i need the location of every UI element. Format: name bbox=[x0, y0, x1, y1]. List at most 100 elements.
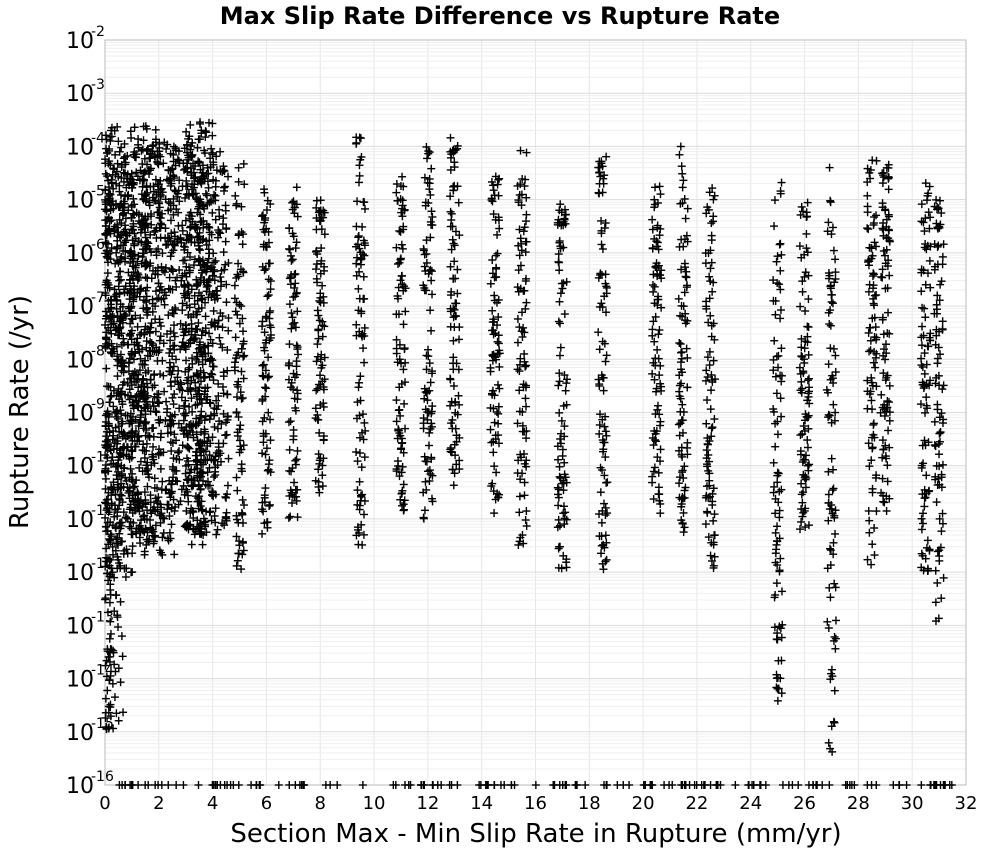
x-tick-label: 18 bbox=[578, 793, 601, 814]
data-point bbox=[562, 563, 571, 572]
data-point bbox=[601, 531, 610, 540]
data-point bbox=[654, 330, 663, 339]
data-point bbox=[494, 339, 503, 348]
data-point bbox=[823, 617, 832, 626]
data-point bbox=[935, 429, 944, 438]
data-point bbox=[514, 540, 523, 549]
data-point bbox=[114, 623, 123, 632]
data-point bbox=[677, 348, 686, 357]
data-point bbox=[222, 508, 231, 517]
data-point bbox=[237, 394, 246, 403]
data-point bbox=[825, 583, 834, 592]
data-point bbox=[770, 222, 779, 231]
data-point bbox=[685, 781, 694, 789]
data-point bbox=[112, 535, 121, 544]
data-point bbox=[216, 340, 225, 349]
data-point bbox=[650, 337, 659, 346]
data-point bbox=[175, 447, 184, 456]
data-point bbox=[556, 200, 565, 209]
data-point bbox=[240, 501, 249, 510]
data-point bbox=[773, 252, 782, 261]
data-point bbox=[554, 317, 563, 326]
data-point bbox=[107, 460, 116, 469]
data-point bbox=[221, 513, 230, 522]
data-point bbox=[102, 207, 111, 216]
data-point bbox=[212, 530, 221, 539]
data-point bbox=[880, 498, 889, 507]
data-point bbox=[107, 483, 116, 492]
data-point bbox=[655, 371, 664, 380]
data-point bbox=[931, 566, 940, 575]
data-point bbox=[675, 387, 684, 396]
data-point bbox=[872, 507, 881, 516]
data-point bbox=[167, 382, 176, 391]
data-point bbox=[654, 468, 663, 477]
data-point bbox=[678, 400, 687, 409]
data-point bbox=[172, 781, 181, 789]
x-tick-label: 8 bbox=[315, 793, 326, 814]
data-point bbox=[675, 338, 684, 347]
data-point bbox=[872, 242, 881, 251]
data-point bbox=[314, 450, 323, 459]
data-point bbox=[939, 381, 948, 390]
chart-title: Max Slip Rate Difference vs Rupture Rate bbox=[220, 2, 780, 30]
data-point bbox=[878, 453, 887, 462]
data-point bbox=[831, 644, 840, 653]
y-tick-base: 10 bbox=[66, 82, 94, 107]
data-point bbox=[104, 652, 113, 661]
data-point bbox=[358, 410, 367, 419]
data-point bbox=[114, 716, 123, 725]
data-point bbox=[559, 502, 568, 511]
data-point bbox=[777, 344, 786, 353]
data-point bbox=[885, 329, 894, 338]
data-point bbox=[448, 424, 457, 433]
data-point bbox=[872, 382, 881, 391]
data-point bbox=[917, 525, 926, 534]
data-point bbox=[777, 178, 786, 187]
data-point bbox=[291, 244, 300, 253]
y-tick-exponent: -4 bbox=[91, 130, 105, 146]
y-tick-exponent: -16 bbox=[91, 769, 114, 785]
data-point bbox=[710, 531, 719, 540]
y-tick-base: 10 bbox=[66, 721, 94, 746]
data-point bbox=[678, 169, 687, 178]
data-point bbox=[555, 377, 564, 386]
data-point bbox=[776, 394, 785, 403]
y-tick-exponent: -11 bbox=[91, 503, 114, 519]
data-point bbox=[109, 478, 118, 487]
data-point bbox=[865, 516, 874, 525]
data-point bbox=[170, 430, 179, 439]
data-point bbox=[186, 120, 195, 129]
data-point bbox=[111, 259, 120, 268]
y-tick-label: 10-15 bbox=[66, 716, 114, 746]
data-point bbox=[882, 506, 891, 515]
data-point bbox=[803, 376, 812, 385]
y-tick-exponent: -10 bbox=[91, 450, 114, 466]
y-tick-label: 10-12 bbox=[66, 556, 114, 586]
y-tick-label: 10-9 bbox=[66, 397, 105, 427]
data-point bbox=[201, 312, 210, 321]
data-point bbox=[101, 594, 110, 603]
y-tick-exponent: -3 bbox=[91, 77, 105, 93]
data-point bbox=[333, 781, 342, 789]
data-point bbox=[804, 350, 813, 359]
data-point bbox=[179, 781, 188, 789]
data-point bbox=[105, 283, 114, 292]
data-point bbox=[427, 453, 436, 462]
data-point bbox=[287, 309, 296, 318]
data-point bbox=[651, 183, 660, 192]
data-point bbox=[863, 404, 872, 413]
data-point bbox=[881, 355, 890, 364]
data-point bbox=[559, 509, 568, 518]
data-point bbox=[825, 781, 834, 789]
data-point bbox=[777, 371, 786, 380]
data-point bbox=[494, 409, 503, 418]
y-tick-label: 10-8 bbox=[66, 343, 105, 373]
data-point bbox=[170, 550, 179, 559]
data-point bbox=[655, 410, 664, 419]
data-point bbox=[490, 509, 499, 518]
data-point bbox=[101, 422, 110, 431]
data-point bbox=[705, 347, 714, 356]
data-point bbox=[116, 678, 125, 687]
data-point bbox=[902, 781, 911, 789]
